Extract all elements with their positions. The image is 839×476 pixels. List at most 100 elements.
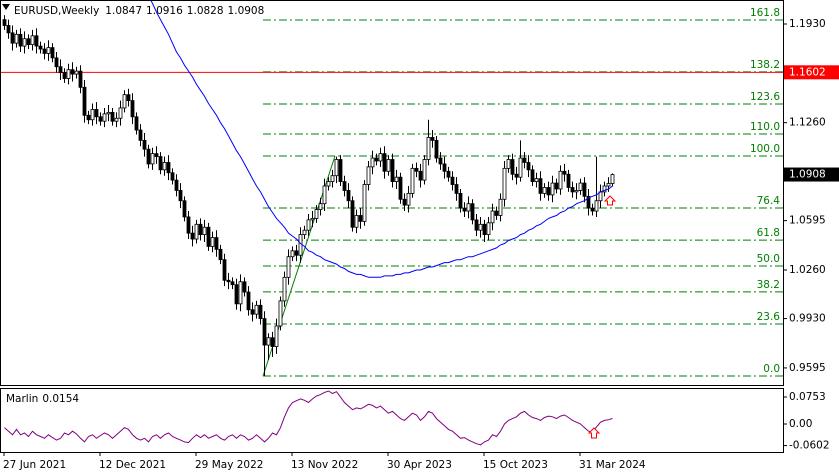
indicator-y-tick-label: 0.00: [789, 418, 812, 430]
fib-label: 50.0: [757, 253, 780, 265]
candle-body-down: [462, 207, 467, 212]
fib-label: 110.0: [750, 121, 780, 133]
candle-body-up: [102, 113, 107, 122]
candle-body-down: [390, 159, 395, 183]
candle-body-down: [62, 72, 67, 79]
candle-body-up: [266, 337, 271, 346]
candle-body-up: [66, 69, 71, 79]
candle-body-up: [162, 162, 167, 171]
candle-body-down: [42, 48, 47, 54]
candle-body-down: [246, 291, 251, 311]
signal-arrow: [603, 195, 617, 206]
candle-body-up: [282, 276, 287, 302]
fib-label: 61.8: [757, 227, 780, 239]
candle-body-down: [98, 116, 103, 122]
candle-body-down: [18, 33, 23, 47]
x-tick-label: 30 Apr 2023: [387, 459, 452, 471]
candle-body-up: [542, 187, 547, 194]
candle-body-down: [586, 195, 591, 209]
candle-body-down: [474, 219, 479, 231]
candle-body-down: [82, 86, 87, 116]
indicator-plot: [4, 390, 613, 446]
candle-body-down: [218, 248, 223, 261]
indicator-header: Marlin 0.0154: [6, 393, 79, 405]
candle-body-up: [314, 209, 319, 219]
y-tick-label: 0.9595: [789, 362, 826, 374]
candle-body-up: [550, 182, 555, 196]
candle-body-up: [386, 159, 391, 172]
candle-body-down: [398, 176, 403, 200]
candle-body-up: [330, 175, 335, 183]
candle-body-down: [86, 114, 91, 121]
candle-body-up: [302, 229, 307, 236]
fib-label: 100.0: [750, 143, 780, 155]
candle-body-up: [274, 325, 279, 347]
candle-body-down: [170, 172, 175, 181]
candle-body-down: [70, 69, 75, 75]
candle-body-down: [482, 223, 487, 236]
candle-body-up: [410, 167, 415, 194]
fib-label: 138.2: [750, 59, 780, 71]
candle-body-down: [590, 207, 595, 212]
candle-body-up: [478, 223, 483, 231]
x-tick-label: 13 Nov 2022: [291, 459, 358, 471]
candle-body-up: [578, 182, 583, 191]
candle-body-down: [294, 250, 299, 256]
candle-body-down: [166, 162, 171, 174]
candle-body-down: [418, 170, 423, 181]
y-tick-label: 1.0595: [789, 215, 826, 227]
candle-body-down: [214, 237, 219, 250]
candle-body-down: [342, 181, 347, 191]
horizontal-line-label-box: [784, 65, 839, 80]
candle-body-down: [94, 109, 99, 118]
x-tick-label: 31 Mar 2024: [579, 459, 646, 471]
candle-body-up: [30, 35, 35, 46]
candle-body-down: [54, 57, 59, 68]
candle-body-up: [322, 185, 327, 205]
current-price-box: [784, 167, 839, 182]
candle-body-down: [458, 192, 463, 209]
candle-body-up: [534, 178, 539, 183]
candle-body-down: [222, 259, 227, 281]
candle-body-down: [494, 210, 499, 216]
candle-body-up: [602, 185, 607, 193]
candle-body-down: [346, 190, 351, 202]
candle-body-down: [186, 216, 191, 234]
candle-body-down: [226, 279, 231, 283]
candle-body-down: [270, 337, 275, 347]
x-tick-label: 15 Oct 2023: [483, 459, 548, 471]
axes: 1.19301.12601.05951.02600.99300.95950.07…: [3, 18, 839, 471]
symbol: EURUSD,Weekly: [14, 5, 99, 17]
candle-body-down: [582, 182, 587, 197]
candle-body-down: [338, 159, 343, 183]
candle-body-down: [6, 25, 11, 34]
candle-body-up: [518, 157, 523, 178]
candle-body-up: [606, 183, 611, 187]
y-tick-label: 1.0260: [789, 264, 826, 276]
candle-body-down: [382, 153, 387, 172]
candle-body-down: [454, 184, 459, 194]
candle-body-up: [122, 94, 127, 109]
candle-body-down: [538, 178, 543, 194]
candle-body-down: [154, 153, 159, 157]
candle-body-down: [10, 32, 15, 44]
fib-label: 38.2: [757, 279, 780, 291]
header-icon: [2, 4, 10, 10]
y-tick-label: 1.1260: [789, 117, 826, 129]
candle-body-down: [350, 200, 355, 228]
candle-body-up: [46, 47, 51, 54]
indicator-name: Marlin: [6, 393, 38, 405]
fib-label: 123.6: [750, 91, 780, 103]
candle-body-down: [554, 182, 559, 190]
candle-body-down: [562, 170, 567, 175]
candle-body-up: [498, 198, 503, 216]
candle-body-up: [366, 166, 371, 185]
moving-average: [150, 1, 613, 278]
indicator-y-tick-label: -0.0602: [789, 440, 830, 452]
x-tick-label: 29 May 2022: [195, 459, 263, 471]
candle-body-down: [182, 200, 187, 218]
indicator-y-tick-label: 0.0753: [789, 391, 826, 403]
candle-body-down: [146, 148, 151, 165]
fib-label: 0.0: [763, 363, 780, 375]
